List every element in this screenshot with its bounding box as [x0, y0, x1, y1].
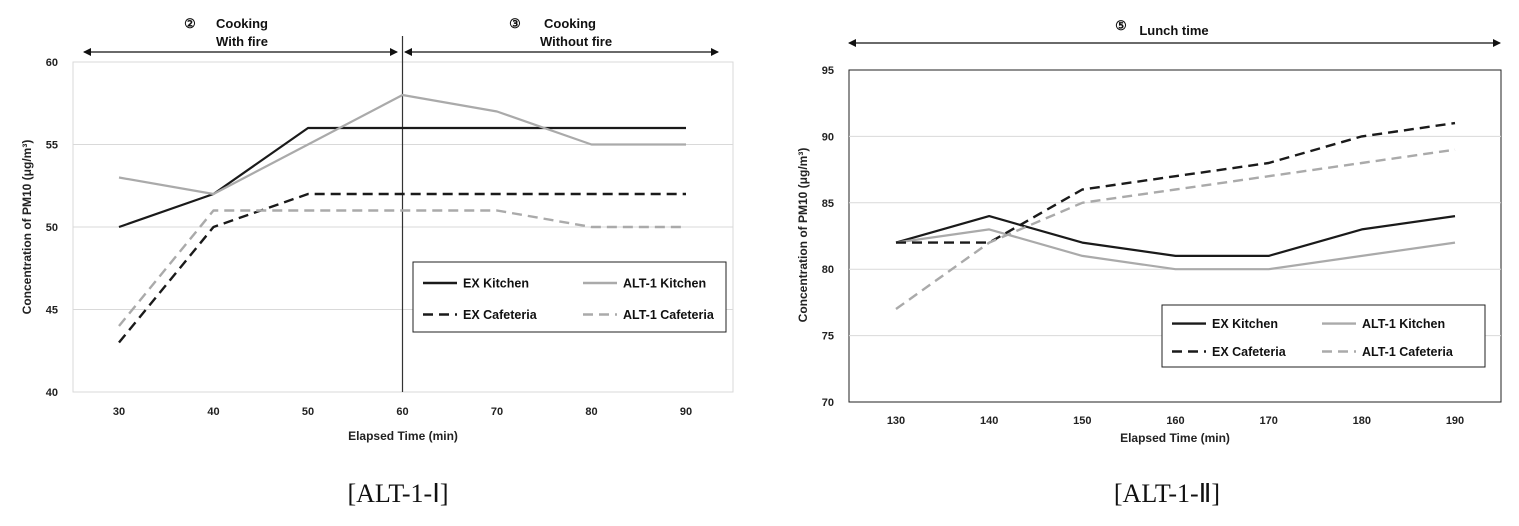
- x-tick-140: 140: [980, 415, 998, 427]
- series-line-ex-kitchen: [895, 215, 1456, 257]
- series-line-ex-cafeteria: [118, 192, 686, 344]
- x-tick-70: 70: [491, 406, 503, 418]
- chart-alt-1-i: 40 45 50 55 60 30 40 50 60 70 80 90 ② Cooking With…: [20, 16, 734, 508]
- x-tick-190: 190: [1446, 415, 1464, 427]
- caption: [ALT-1-Ⅰ]: [347, 479, 448, 508]
- y-tick-45: 45: [46, 305, 58, 317]
- y-tick-90: 90: [822, 131, 834, 143]
- x-tick-50: 50: [302, 406, 314, 418]
- y-axis-label: Concentration of PM10 (μg/m³): [20, 140, 34, 315]
- legend-label-alt-1-cafeteria: ALT-1 Cafeteria: [623, 308, 715, 322]
- y-tick-50: 50: [46, 222, 58, 234]
- legend-label-alt-1-cafeteria: ALT-1 Cafeteria: [1362, 345, 1454, 359]
- x-tick-180: 180: [1353, 415, 1371, 427]
- x-tick-160: 160: [1166, 415, 1184, 427]
- phase-2-line-2: Without fire: [540, 34, 612, 49]
- y-tick-55: 55: [46, 140, 58, 152]
- series-line-alt-1-kitchen: [895, 228, 1456, 271]
- phase-1-marker: ②: [184, 16, 196, 31]
- y-tick-70: 70: [822, 397, 834, 409]
- series-lines: [118, 93, 686, 344]
- y-tick-60: 60: [46, 57, 58, 69]
- x-tick-130: 130: [887, 415, 905, 427]
- phase-label: Lunch time: [1139, 23, 1208, 38]
- y-tick-40: 40: [46, 387, 58, 399]
- x-tick-150: 150: [1073, 415, 1091, 427]
- legend-box: [1161, 304, 1486, 368]
- x-tick-60: 60: [396, 406, 408, 418]
- y-tick-85: 85: [822, 198, 834, 210]
- x-tick-80: 80: [585, 406, 597, 418]
- legend-label-alt-1-kitchen: ALT-1 Kitchen: [623, 277, 706, 291]
- x-tick-170: 170: [1259, 415, 1277, 427]
- legend-label-ex-cafeteria: EX Cafeteria: [463, 308, 538, 322]
- legend-box: [412, 261, 727, 333]
- y-tick-95: 95: [822, 65, 834, 77]
- legend: EX Kitchen ALT-1 Kitchen EX Cafeteria ALT-1…: [1161, 304, 1486, 368]
- legend: EX Kitchen ALT-1 Kitchen EX Cafeteria ALT-1…: [412, 261, 727, 333]
- series-lines: [895, 121, 1456, 310]
- legend-label-ex-kitchen: EX Kitchen: [1212, 317, 1278, 331]
- x-tick-30: 30: [113, 406, 125, 418]
- x-tick-90: 90: [680, 406, 692, 418]
- y-tick-labels: 70 75 80 85 90 95: [822, 65, 834, 409]
- series-line-ex-cafeteria: [896, 121, 1456, 244]
- y-tick-labels: 40 45 50 55 60: [46, 57, 58, 399]
- phase-marker: ⑤: [1115, 18, 1127, 33]
- x-axis-label: Elapsed Time (min): [348, 429, 458, 443]
- phase-1-line-2: With fire: [216, 34, 268, 49]
- series-line-alt-1-cafeteria: [895, 148, 1456, 310]
- x-tick-labels: 130 140 150 160 170 180 190: [887, 415, 1464, 427]
- caption: [ALT-1-Ⅱ]: [1114, 479, 1220, 508]
- phase-2-marker: ③: [509, 16, 521, 31]
- x-tick-labels: 30 40 50 60 70 80 90: [113, 406, 692, 418]
- legend-label-alt-1-kitchen: ALT-1 Kitchen: [1362, 317, 1445, 331]
- y-tick-75: 75: [822, 331, 834, 343]
- legend-label-ex-cafeteria: EX Cafeteria: [1212, 345, 1287, 359]
- y-axis-label: Concentration of PM10 (μg/m³): [796, 148, 810, 323]
- series-line-alt-1-kitchen: [118, 93, 686, 196]
- series-line-alt-1-cafeteria: [118, 209, 686, 327]
- legend-label-ex-kitchen: EX Kitchen: [463, 277, 529, 291]
- phase-1-line-1: Cooking: [216, 16, 268, 31]
- y-tick-80: 80: [822, 264, 834, 276]
- chart-alt-1-ii: 70 75 80 85 90 95 130 140 150 160 170 180 190 ⑤ Lun…: [796, 18, 1502, 508]
- x-tick-40: 40: [207, 406, 219, 418]
- phase-2-line-1: Cooking: [544, 16, 596, 31]
- x-axis-label: Elapsed Time (min): [1120, 431, 1230, 445]
